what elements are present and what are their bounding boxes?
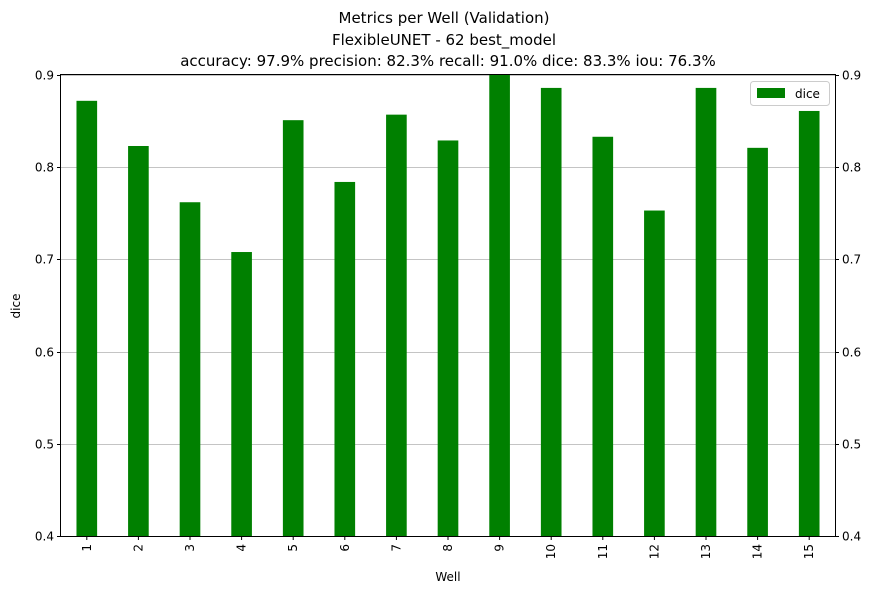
x-tick-label: 9 [493,544,507,552]
right-y-tick-label: 0.8 [842,161,861,175]
x-tick-label: 14 [751,544,765,559]
x-tick-label: 11 [596,544,610,559]
bar [76,100,98,536]
x-tick-label: 12 [647,544,661,559]
y-axis-label: dice [9,294,23,319]
x-tick-label: 4 [235,544,249,552]
x-tick-label: 10 [544,544,558,559]
chart-subtitle: FlexibleUNET - 62 best_model [332,31,556,50]
legend-frame [750,81,830,106]
x-axis-ticks: 1 2 3 4 5 6 7 8 9 10 11 12 13 14 15 [80,536,816,559]
bar [644,210,665,536]
chart-summary: accuracy: 97.9% precision: 82.3% recall:… [180,52,716,70]
right-y-tick-label: 0.4 [842,530,861,544]
legend-swatch [757,88,785,98]
bar [282,120,304,536]
x-tick-label: 13 [699,544,713,559]
bar [334,181,356,536]
bar [798,110,820,536]
bar [231,252,252,537]
y-tick-label: 0.7 [35,253,54,267]
x-axis-label: Well [435,570,460,584]
y-tick-label: 0.4 [35,530,54,544]
bar [179,202,201,536]
bars [76,75,820,537]
right-y-tick-label: 0.5 [842,438,861,452]
bar [747,147,768,536]
bar [540,87,562,537]
right-y-tick-label: 0.9 [842,69,861,83]
legend-label: dice [795,87,820,101]
x-tick-label: 7 [389,544,403,552]
y-tick-label: 0.8 [35,161,54,175]
x-tick-label: 3 [183,544,197,552]
x-tick-label: 8 [441,544,455,552]
y-tick-label: 0.5 [35,438,54,452]
y-tick-label: 0.9 [35,69,54,83]
right-y-tick-label: 0.7 [842,253,861,267]
bar [128,145,149,536]
y-tick-label: 0.6 [35,346,54,360]
y-axis-ticks: 0.4 0.4 0.5 0.5 0.6 0.6 0.7 0.7 0.8 0.8 0.9 0.9 [35,69,861,544]
x-tick-label: 5 [286,544,300,552]
chart-title: Metrics per Well (Validation) [339,9,550,27]
bar [437,140,459,536]
x-tick-label: 15 [802,544,816,559]
right-y-tick-label: 0.6 [842,346,861,360]
x-tick-label: 2 [131,544,145,552]
bar [592,136,614,537]
x-tick-label: 6 [338,544,352,552]
bar [386,114,407,537]
bar [489,75,510,536]
bar [695,87,717,537]
legend: dice [750,81,830,106]
x-tick-label: 1 [80,544,94,552]
